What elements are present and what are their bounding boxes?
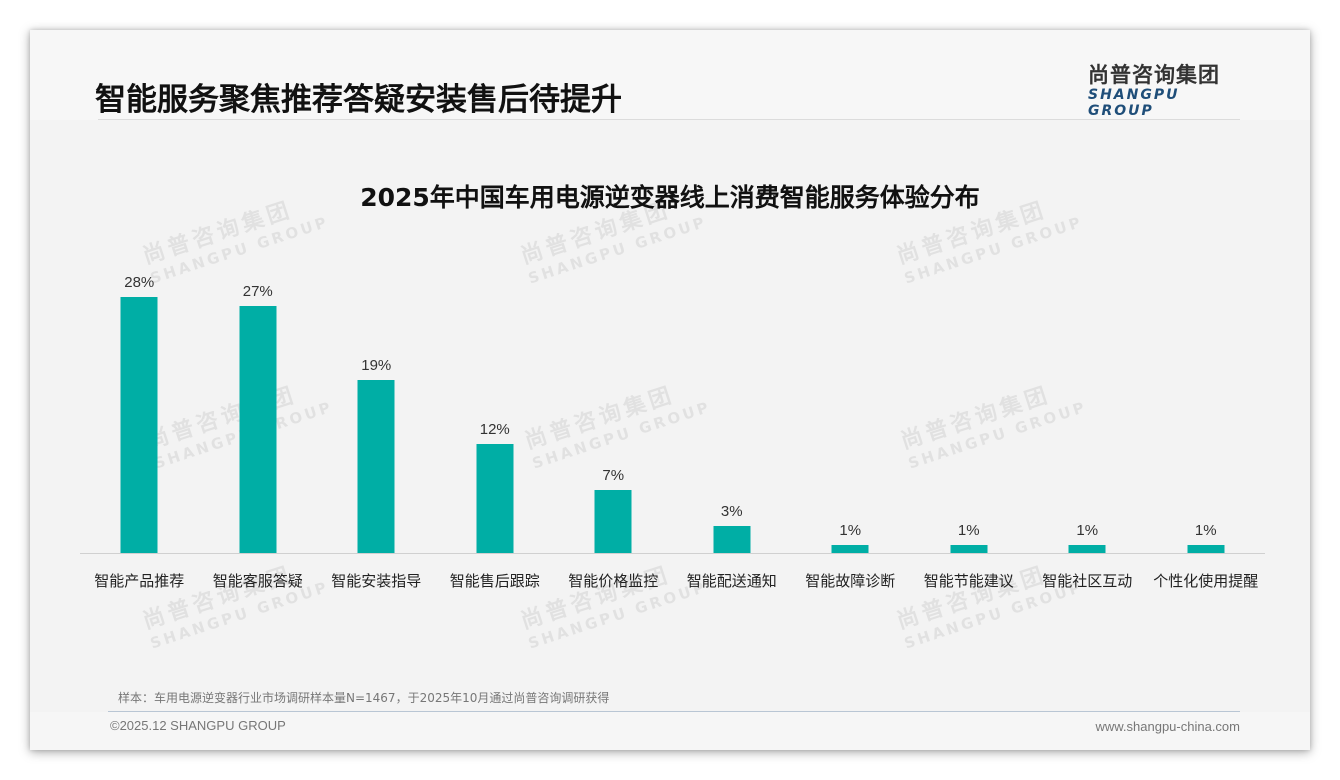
category-label: 智能社区互动 bbox=[1042, 572, 1133, 590]
bar-group: 28% bbox=[80, 210, 199, 554]
source-note: 样本：车用电源逆变器行业市场调研样本量N=1467，于2025年10月通过尚普咨… bbox=[118, 691, 610, 705]
bar-group: 7% bbox=[554, 210, 673, 554]
bar-group: 27% bbox=[199, 210, 318, 554]
category-label: 智能配送通知 bbox=[686, 572, 777, 590]
bar-value-label: 1% bbox=[1194, 521, 1217, 539]
bar bbox=[594, 489, 632, 554]
category-label: 智能价格监控 bbox=[568, 572, 659, 590]
x-axis-line bbox=[80, 553, 1265, 554]
category-label: 智能故障诊断 bbox=[805, 572, 896, 590]
bar-chart-plot-area: 28% 27% 19% 12% 7% 3% 1% 1% 1% 1% bbox=[80, 210, 1265, 554]
watermark: 尚普咨询集团 SHANGPU GROUP bbox=[139, 562, 332, 653]
logo-chinese-text: 尚普咨询集团 bbox=[1088, 63, 1220, 87]
category-label: 个性化使用提醒 bbox=[1153, 572, 1259, 590]
page-title: 智能服务聚焦推荐答疑安装售后待提升 bbox=[95, 82, 622, 118]
bar bbox=[713, 526, 751, 554]
company-logo: 尚普咨询集团 SHANGPU GROUP bbox=[1088, 63, 1248, 119]
bar bbox=[476, 443, 514, 554]
watermark: 尚普咨询集团 SHANGPU GROUP bbox=[517, 562, 710, 653]
slide: 智能服务聚焦推荐答疑安装售后待提升 尚普咨询集团 SHANGPU GROUP 尚… bbox=[30, 30, 1310, 750]
category-label: 智能售后跟踪 bbox=[449, 572, 540, 590]
bar-value-label: 1% bbox=[839, 521, 862, 539]
bar-value-label: 12% bbox=[479, 420, 510, 438]
bar-value-label: 27% bbox=[242, 283, 273, 301]
category-label: 智能安装指导 bbox=[331, 572, 422, 590]
website-link[interactable]: www.shangpu-china.com bbox=[1095, 719, 1240, 734]
bar-group: 19% bbox=[317, 210, 436, 554]
title-divider bbox=[98, 119, 1240, 120]
footer-divider bbox=[108, 711, 1240, 712]
bar-group: 1% bbox=[910, 210, 1029, 554]
bar-group: 1% bbox=[1147, 210, 1266, 554]
bar-group: 1% bbox=[1028, 210, 1147, 554]
watermark: 尚普咨询集团 SHANGPU GROUP bbox=[893, 562, 1086, 653]
bar bbox=[239, 306, 277, 554]
category-label: 智能产品推荐 bbox=[94, 572, 185, 590]
bar-value-label: 19% bbox=[361, 356, 392, 374]
bar-value-label: 28% bbox=[124, 274, 155, 291]
bar-group: 3% bbox=[673, 210, 792, 554]
bar-value-label: 1% bbox=[957, 521, 980, 539]
bar bbox=[1068, 544, 1106, 554]
footer-band bbox=[30, 712, 1310, 750]
bar bbox=[950, 544, 988, 554]
bar-value-label: 3% bbox=[720, 503, 743, 521]
bar-value-label: 1% bbox=[1076, 521, 1099, 539]
copyright-text: ©2025.12 SHANGPU GROUP bbox=[110, 718, 286, 733]
bar bbox=[1187, 544, 1225, 554]
bar bbox=[120, 297, 158, 554]
bar-group: 12% bbox=[436, 210, 555, 554]
category-label: 智能节能建议 bbox=[923, 572, 1014, 590]
bar bbox=[831, 544, 869, 554]
slide-header-band bbox=[30, 30, 1310, 120]
bar bbox=[357, 379, 395, 554]
bar-value-label: 7% bbox=[602, 466, 625, 484]
bar-group: 1% bbox=[791, 210, 910, 554]
logo-english-text: SHANGPU GROUP bbox=[1088, 87, 1180, 119]
chart-title: 2025年中国车用电源逆变器线上消费智能服务体验分布 bbox=[360, 183, 980, 212]
category-label: 智能客服答疑 bbox=[212, 572, 303, 590]
x-axis-category-labels: 智能产品推荐 智能客服答疑 智能安装指导 智能售后跟踪 智能价格监控 智能配送通知 智能故障… bbox=[80, 570, 1265, 594]
